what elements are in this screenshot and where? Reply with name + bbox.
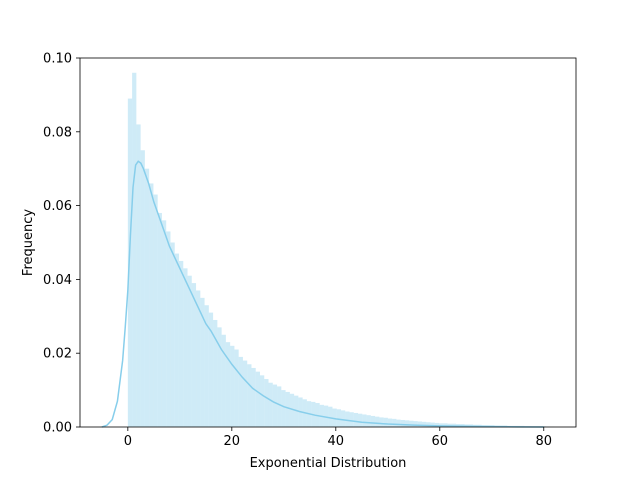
plot-frame [79, 57, 577, 428]
histogram-bar [340, 410, 346, 427]
histogram-bar [153, 194, 158, 427]
histogram-bar [200, 297, 205, 427]
histogram-bar [170, 242, 175, 427]
y-axis-ticks: 0.00 0.02 0.04 0.06 0.08 0.10 [43, 52, 80, 436]
histogram-bar [336, 409, 341, 427]
x-tick-label: 20 [224, 434, 241, 449]
histogram-bar [174, 253, 179, 427]
histogram-bar [166, 231, 171, 427]
histogram-bar [242, 360, 248, 427]
histogram-bar [272, 384, 278, 427]
histogram-bar [409, 420, 414, 427]
x-tick-label: 60 [432, 434, 449, 449]
x-tick-label: 40 [328, 434, 345, 449]
histogram-bar [383, 417, 388, 427]
histogram-bar [332, 408, 337, 427]
histogram-bar [400, 419, 405, 427]
histogram-bar [362, 414, 367, 427]
histogram-bar [294, 395, 299, 427]
histogram-bar [187, 275, 192, 427]
y-tick-label: 0.10 [43, 52, 72, 67]
histogram-bar [358, 413, 363, 427]
histogram-bar [451, 423, 457, 427]
histogram-bar [443, 423, 448, 427]
histogram-bar [434, 422, 440, 427]
histogram-bar [234, 349, 239, 427]
histogram-bar [328, 406, 333, 427]
histogram-bar [392, 418, 397, 427]
histogram-bar [281, 390, 286, 427]
histogram-bar [413, 421, 418, 427]
histogram-bar [430, 422, 435, 427]
histogram-bar [366, 415, 371, 427]
histogram-bar [345, 411, 350, 427]
histogram-bar [323, 405, 329, 427]
histogram-bar [404, 420, 410, 427]
histogram-bar [132, 72, 137, 427]
histogram-bar [255, 371, 260, 427]
histogram-bar [144, 168, 150, 427]
histogram-bar [140, 150, 145, 427]
histogram-bar [268, 382, 273, 427]
histogram-bars [127, 72, 555, 428]
histogram-bar [149, 183, 154, 427]
histogram-bar [191, 283, 197, 427]
histogram-bar [127, 98, 133, 427]
y-tick-label: 0.08 [43, 125, 72, 140]
histogram-bar [178, 260, 184, 427]
histogram-bar [208, 312, 214, 427]
x-tick-label: 0 [124, 434, 132, 449]
x-tick-label: 80 [535, 434, 552, 449]
histogram-bar [213, 319, 218, 427]
histogram-bar [196, 290, 201, 427]
histogram-bar [379, 417, 384, 427]
histogram-bar [161, 220, 167, 427]
histogram-bar [417, 421, 423, 427]
histogram-bar [230, 345, 235, 427]
histogram-bar [225, 342, 231, 427]
histogram-bar [247, 364, 252, 427]
kde-line [101, 160, 544, 428]
x-axis-label: Exponential Distribution [250, 456, 407, 471]
histogram-bar [251, 367, 256, 427]
histogram-bar [285, 391, 290, 427]
histogram-bar [353, 412, 359, 427]
histogram-bar [439, 423, 444, 427]
histogram-bar [396, 419, 401, 427]
histogram-bar [289, 393, 295, 427]
histogram-bar [157, 212, 162, 427]
histogram-bar [259, 375, 265, 427]
histogram-bar [387, 418, 393, 427]
x-axis-ticks: 0 20 40 60 80 [124, 427, 552, 449]
histogram-bar [370, 415, 376, 427]
histogram-bar [221, 334, 226, 427]
histogram-bar [183, 268, 188, 427]
histogram-bar [264, 379, 269, 427]
histogram-bar [375, 416, 380, 427]
histogram-bar [204, 305, 209, 427]
histogram-bar [238, 356, 243, 427]
y-axis-label: Frequency [21, 209, 36, 276]
y-tick-label: 0.00 [43, 421, 72, 436]
y-tick-label: 0.02 [43, 347, 72, 362]
histogram-bar [217, 327, 222, 427]
histogram-bar [277, 386, 282, 427]
y-tick-label: 0.06 [43, 199, 72, 214]
histogram-bar [136, 124, 141, 428]
y-tick-label: 0.04 [43, 273, 72, 288]
histogram-bar [349, 412, 354, 427]
histogram-bar [422, 421, 427, 427]
histogram-bar [426, 422, 431, 427]
